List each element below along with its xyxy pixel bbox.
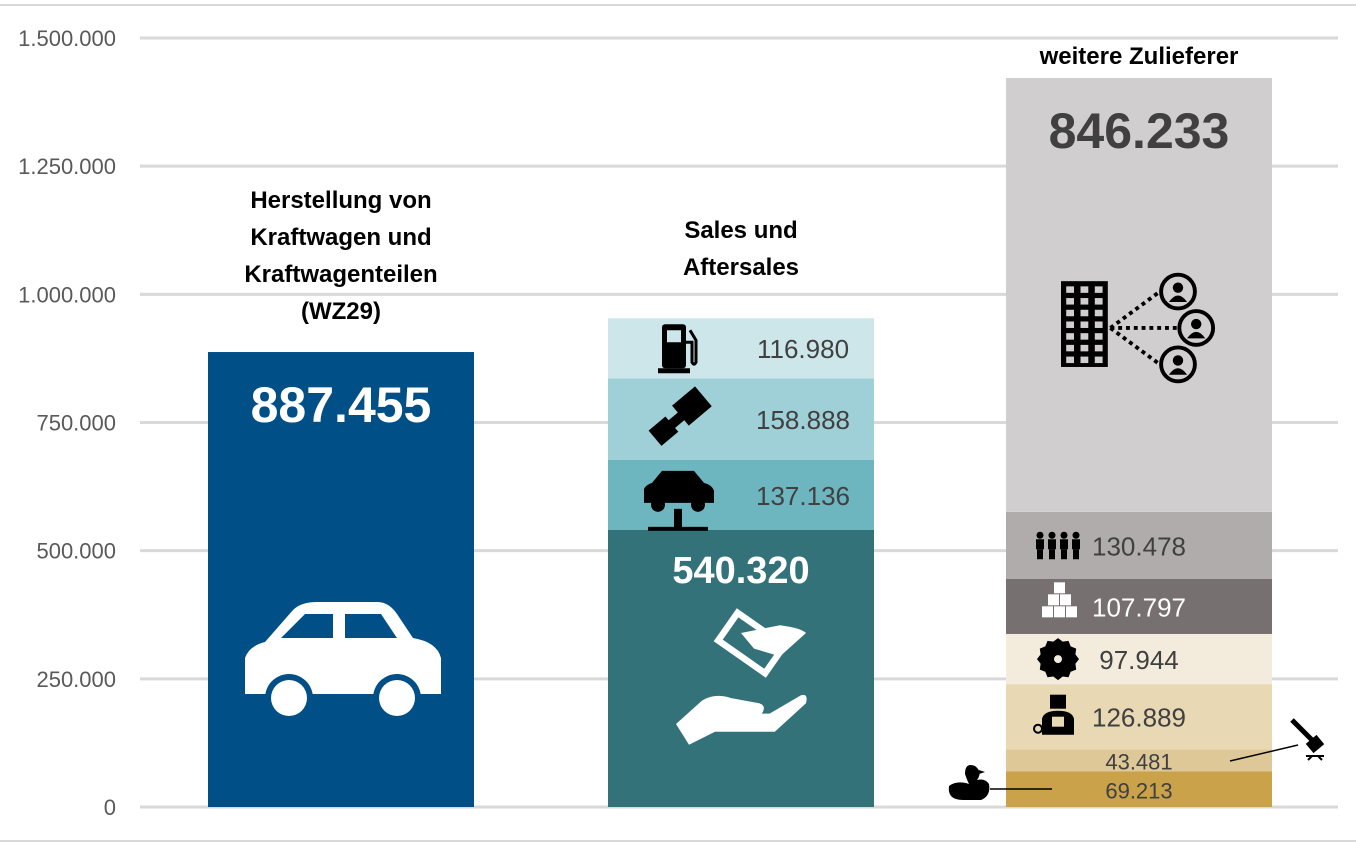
segment-value-label: 846.233 <box>1049 103 1230 159</box>
category-label: Sales und Aftersales <box>683 217 799 281</box>
segment-value-label: 158.888 <box>756 405 850 435</box>
category-label-line: (WZ29) <box>301 298 381 325</box>
segment-value-label: 107.797 <box>1092 592 1186 622</box>
segment-value-label: 116.980 <box>757 334 849 364</box>
bar-segment <box>608 318 874 379</box>
bar-segment <box>1006 749 1272 772</box>
boxes-icon <box>1042 582 1077 618</box>
segment-value-label: 137.136 <box>756 481 850 511</box>
segment-value-label: 97.944 <box>1099 645 1179 675</box>
y-tick-label: 250.000 <box>36 667 116 692</box>
y-tick-label: 1.000.000 <box>18 282 116 307</box>
category-label-line: Kraftwagenteilen <box>244 261 437 288</box>
hammer-icon <box>1290 718 1325 761</box>
y-tick-label: 1.500.000 <box>18 26 116 51</box>
rubber-duck-icon <box>948 765 990 800</box>
y-tick-label: 1.250.000 <box>18 154 116 179</box>
category-label-line: Kraftwagen und <box>250 224 431 251</box>
saw-blade-icon <box>1037 638 1079 681</box>
segment-value-label: 43.481 <box>1105 749 1172 774</box>
hand-money-icon <box>676 608 807 745</box>
bar-segment <box>608 378 874 460</box>
bar-segment <box>1006 77 1272 512</box>
segment-value-label: 126.889 <box>1092 703 1186 733</box>
segment-value-label: 69.213 <box>1105 778 1172 803</box>
y-tick-label: 500.000 <box>36 539 116 564</box>
car-lift-icon <box>644 470 714 531</box>
segment-value-label: 887.455 <box>251 377 432 433</box>
worker-icon <box>1033 694 1074 735</box>
leader-line <box>1229 744 1299 762</box>
segment-value-label: 540.320 <box>672 550 809 592</box>
y-tick-label: 0 <box>104 795 116 820</box>
seatbelt-icon <box>648 386 712 446</box>
category-label-line: Sales und <box>684 217 797 244</box>
category-label: Herstellung von Kraftwagen und Kraftwagent… <box>244 187 437 325</box>
bar-segment <box>1006 578 1272 634</box>
segment-value-label: 130.478 <box>1092 531 1186 561</box>
bar-segment <box>608 529 874 807</box>
category-label: weitere Zulieferer <box>1039 43 1239 70</box>
fuel-pump-icon <box>658 324 698 374</box>
people-icon <box>1036 531 1080 560</box>
category-label-line: weitere Zulieferer <box>1039 43 1239 70</box>
bar-segment <box>208 352 474 807</box>
category-label-line: Herstellung von <box>250 187 431 214</box>
y-tick-label: 750.000 <box>36 411 116 436</box>
building-network-icon <box>1061 272 1216 384</box>
category-label-line: Aftersales <box>683 254 799 281</box>
car-icon <box>245 602 441 723</box>
